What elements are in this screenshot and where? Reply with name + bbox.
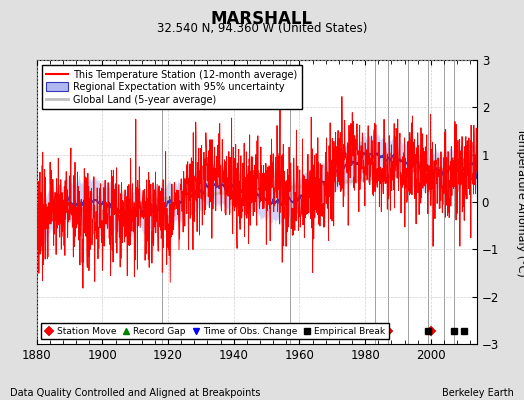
Text: Data Quality Controlled and Aligned at Breakpoints: Data Quality Controlled and Aligned at B… (10, 388, 261, 398)
Y-axis label: Temperature Anomaly (°C): Temperature Anomaly (°C) (516, 128, 524, 276)
Legend: Station Move, Record Gap, Time of Obs. Change, Empirical Break: Station Move, Record Gap, Time of Obs. C… (41, 323, 389, 340)
Text: MARSHALL: MARSHALL (211, 10, 313, 28)
Text: 32.540 N, 94.360 W (United States): 32.540 N, 94.360 W (United States) (157, 22, 367, 35)
Text: Berkeley Earth: Berkeley Earth (442, 388, 514, 398)
